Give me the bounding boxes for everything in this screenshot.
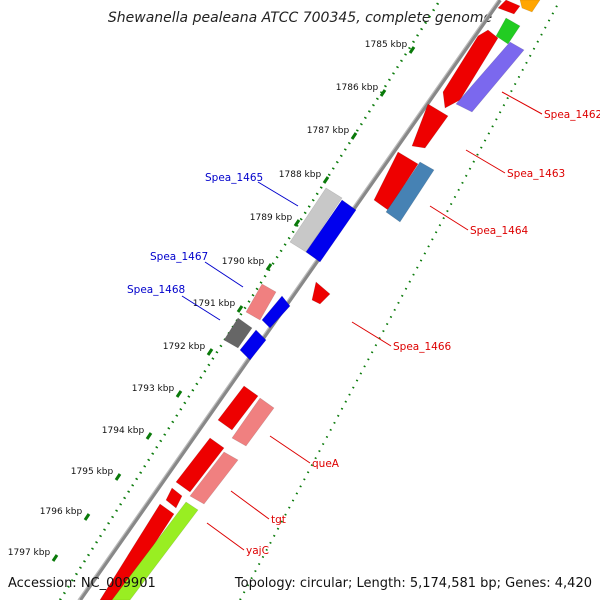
gene-label[interactable]: yajC — [246, 545, 269, 557]
leader-line — [257, 181, 299, 207]
genome-backbone — [78, 0, 502, 600]
gene-label[interactable]: Spea_1467 — [150, 251, 208, 263]
tick-label: 1797 kbp — [8, 548, 51, 558]
gene-arrow-spea-1462[interactable] — [411, 103, 449, 149]
gene-labels: Spea_1462 Spea_1463 Spea_1464 Spea_1465 Spea… — [127, 91, 600, 557]
accession-text: Accession: NC_009901 — [8, 576, 156, 591]
tick-label: 1795 kbp — [71, 467, 114, 477]
tick-label: 1789 kbp — [250, 213, 293, 223]
tick-mark — [408, 46, 416, 54]
leader-line — [269, 435, 311, 464]
gene-arrow-top-orange[interactable] — [519, 0, 541, 13]
tick-mark — [175, 390, 183, 398]
gene-arrow-small[interactable] — [165, 487, 183, 509]
gene-arrow-quea[interactable] — [231, 397, 275, 447]
tick-label: 1785 kbp — [365, 40, 408, 50]
tick-label: 1796 kbp — [40, 507, 83, 517]
tick-label: 1793 kbp — [132, 384, 175, 394]
gene-label[interactable]: Spea_1468 — [127, 284, 185, 296]
tick-mark — [114, 473, 122, 481]
tick-mark — [236, 305, 244, 313]
gene-label[interactable]: Spea_1463 — [507, 168, 565, 180]
gene-arrow-quea-outer[interactable] — [217, 385, 259, 431]
leader-line — [230, 490, 270, 520]
gene-label[interactable]: queA — [312, 458, 340, 470]
gene-label[interactable]: Spea_1462 — [544, 109, 600, 121]
leader-line — [206, 522, 245, 551]
gene-arrow-yajc[interactable] — [111, 501, 199, 600]
genome-stats-text: Topology: circular; Length: 5,174,581 bp… — [234, 576, 592, 591]
tick-mark — [265, 263, 273, 271]
tick-label: 1794 kbp — [102, 426, 145, 436]
gene-arrow-tgt-outer[interactable] — [175, 437, 225, 493]
gene-label[interactable]: Spea_1466 — [393, 341, 452, 353]
leader-line — [181, 295, 221, 321]
tick-marks: 1785 kbp 1786 kbp 1787 kbp 1788 kbp 1789 kbp… — [8, 40, 416, 562]
tick-ruler — [58, 0, 442, 600]
tick-label: 1786 kbp — [336, 83, 379, 93]
tick-label: 1791 kbp — [193, 299, 236, 309]
gene-arrow-spea-1468-b[interactable] — [239, 329, 267, 361]
tick-label: 1790 kbp — [222, 257, 265, 267]
tick-mark — [83, 513, 91, 521]
inner-dotted-line — [239, 0, 561, 600]
gene-features — [99, 0, 541, 600]
genome-backbone-highlight — [77, 0, 499, 600]
leader-line — [465, 149, 506, 174]
gene-label[interactable]: Spea_1465 — [205, 172, 263, 184]
tick-label: 1788 kbp — [279, 170, 322, 180]
leader-line — [429, 205, 469, 231]
leader-line — [204, 261, 244, 288]
gene-arrow-spea-1467-b[interactable] — [261, 295, 291, 329]
tick-mark — [206, 348, 214, 356]
gene-label[interactable]: Spea_1464 — [470, 225, 529, 237]
gene-arrow-top-red[interactable] — [497, 0, 521, 15]
tick-mark — [379, 89, 387, 97]
tick-mark — [145, 432, 153, 440]
leader-line — [351, 321, 392, 347]
tick-mark — [322, 176, 330, 184]
leader-line — [501, 91, 543, 115]
gene-arrow-spea-1467[interactable] — [245, 283, 277, 321]
tick-label: 1792 kbp — [163, 342, 206, 352]
gene-arrow-top-green[interactable] — [495, 17, 521, 45]
gene-arrow-spea-1465[interactable] — [305, 199, 357, 263]
map-title: Shewanella pealeana ATCC 700345, complet… — [108, 10, 492, 26]
tick-mark — [350, 132, 358, 140]
gene-arrow-spea-1466[interactable] — [311, 281, 331, 305]
gene-arrow-spea-1468[interactable] — [223, 317, 253, 349]
gene-arrow-spea-1464[interactable] — [385, 161, 435, 223]
tick-label: 1787 kbp — [307, 126, 350, 136]
tick-mark — [293, 219, 301, 227]
tick-mark — [51, 554, 59, 562]
gene-arrow-spea-1462-purple[interactable] — [455, 41, 525, 113]
gene-arrow-spea-1462-upper[interactable] — [442, 29, 499, 109]
gene-arrow-yajc-outer[interactable] — [99, 503, 175, 600]
gene-label[interactable]: tgt — [271, 514, 286, 526]
gene-arrow-tgt[interactable] — [189, 451, 239, 505]
